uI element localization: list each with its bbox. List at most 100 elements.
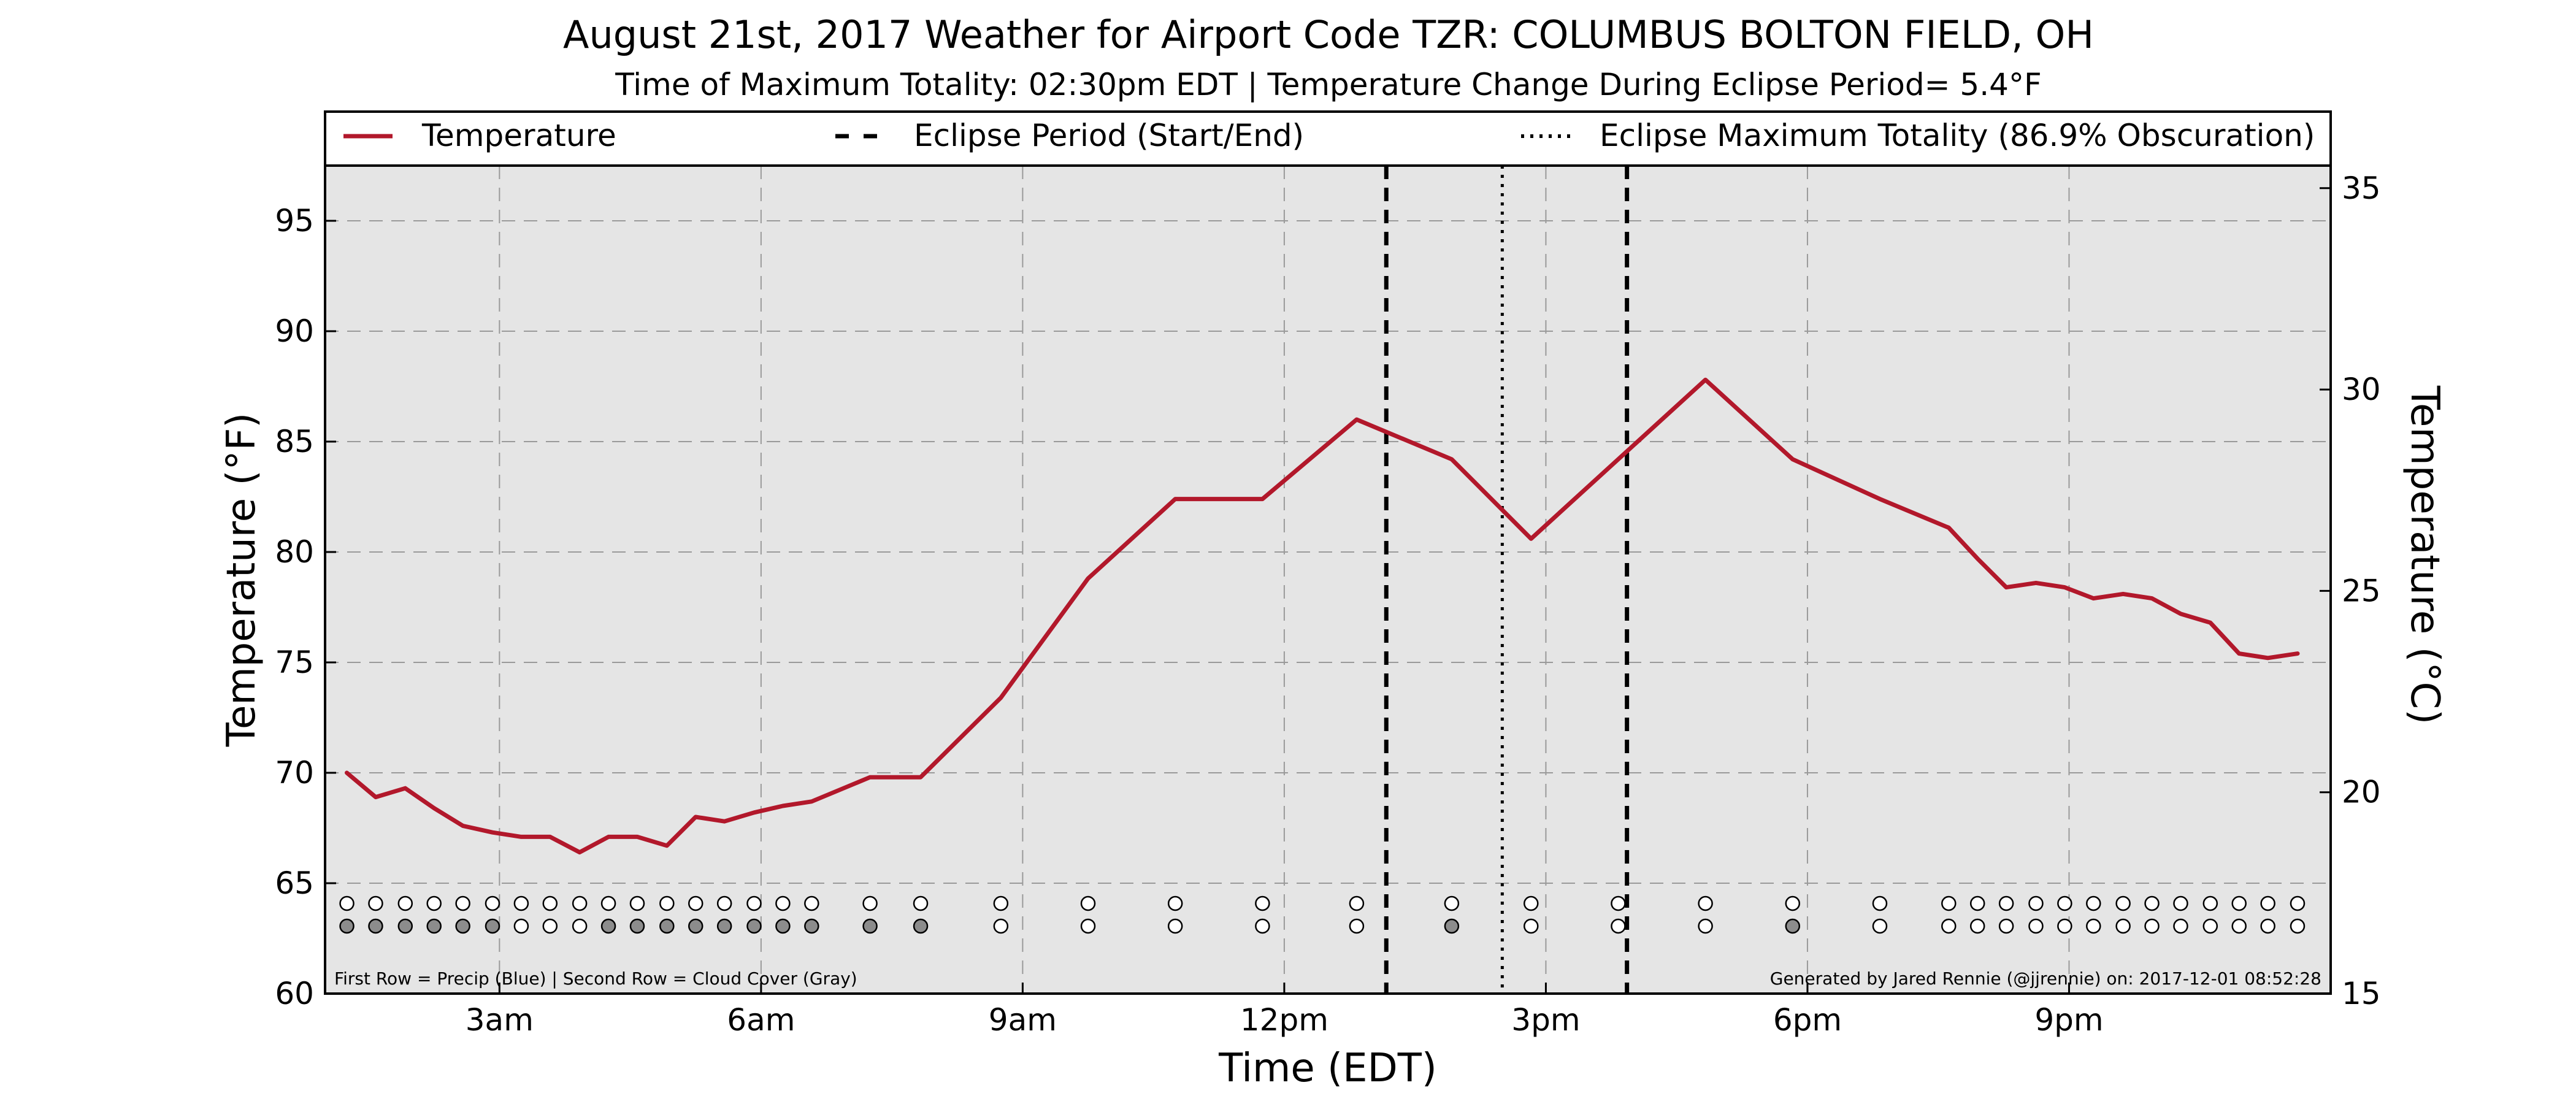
cloud-marker xyxy=(688,918,703,934)
x-tick-label: 3pm xyxy=(1511,1002,1580,1038)
cloud-marker xyxy=(746,918,762,934)
precip-marker xyxy=(2173,895,2188,911)
y-tick-label-right: 25 xyxy=(2342,573,2381,608)
chart-title: August 21st, 2017 Weather for Airport Co… xyxy=(563,12,2094,57)
cloud-marker xyxy=(1444,918,1460,934)
y-tick-label: 95 xyxy=(275,203,314,239)
series-group xyxy=(345,377,2300,855)
precip-marker xyxy=(804,895,819,911)
precip-marker xyxy=(1998,895,2014,911)
cloud-marker xyxy=(1611,918,1626,934)
precip-marker xyxy=(2202,895,2218,911)
precip-marker xyxy=(485,895,500,911)
x-tick-label: 6pm xyxy=(1773,1002,1842,1038)
precip-marker xyxy=(600,895,616,911)
cloud-marker xyxy=(716,918,732,934)
cloud-marker xyxy=(2028,918,2044,934)
precip-marker xyxy=(426,895,442,911)
precip-marker xyxy=(716,895,732,911)
cloud-marker xyxy=(2144,918,2160,934)
cloud-marker xyxy=(862,918,878,934)
legend-label-eclipse-max: Eclipse Maximum Totality (86.9% Obscurat… xyxy=(1600,118,2315,153)
y-tick-label: 85 xyxy=(275,424,314,459)
precip-marker xyxy=(862,895,878,911)
precip-marker xyxy=(1785,895,1801,911)
y-tick-label-right: 15 xyxy=(2342,976,2381,1011)
precip-marker xyxy=(2028,895,2044,911)
eclipse-lines xyxy=(1384,166,1630,994)
cloud-marker xyxy=(804,918,819,934)
cloud-marker xyxy=(542,918,558,934)
axes: 60 65 70 75 80 85 90 95 15 20 25 30 35 3am 6am 9am 12pm 3… xyxy=(275,171,2380,1038)
cloud-marker xyxy=(913,918,929,934)
precip-marker xyxy=(1611,895,1626,911)
chart-subtitle: Time of Maximum Totality: 02:30pm EDT | … xyxy=(615,67,2041,102)
cloud-marker xyxy=(455,918,470,934)
cloud-marker xyxy=(426,918,442,934)
y-tick-label: 75 xyxy=(275,645,314,680)
cloud-marker xyxy=(1785,918,1801,934)
annotation-right: Generated by Jared Rennie (@jjrennie) on… xyxy=(1770,968,2321,989)
precip-marker xyxy=(1167,895,1183,911)
precip-marker xyxy=(1444,895,1460,911)
cloud-marker xyxy=(2202,918,2218,934)
precip-marker xyxy=(746,895,762,911)
cloud-marker xyxy=(2173,918,2188,934)
legend-label-temperature: Temperature xyxy=(421,118,616,153)
precip-marker xyxy=(2115,895,2131,911)
precip-marker xyxy=(572,895,588,911)
y-tick-label-right: 35 xyxy=(2342,171,2381,206)
precip-marker xyxy=(1969,895,1985,911)
plot-area xyxy=(325,166,2331,994)
precip-marker xyxy=(339,895,355,911)
precip-marker xyxy=(2144,895,2160,911)
cloud-marker xyxy=(2231,918,2247,934)
x-axis-label: Time (EDT) xyxy=(1218,1046,1437,1091)
cloud-marker xyxy=(2057,918,2072,934)
precip-marker xyxy=(368,895,383,911)
cloud-marker xyxy=(1524,918,1539,934)
y-tick-label: 60 xyxy=(275,976,314,1011)
precip-marker xyxy=(1872,895,1888,911)
legend: Temperature Eclipse Period (Start/End) E… xyxy=(343,118,2315,153)
cloud-marker xyxy=(775,918,791,934)
precip-marker xyxy=(629,895,645,911)
precip-marker xyxy=(1941,895,1957,911)
precip-marker xyxy=(2086,895,2101,911)
precip-marker xyxy=(513,895,529,911)
precip-marker xyxy=(775,895,791,911)
cloud-marker xyxy=(629,918,645,934)
cloud-marker xyxy=(1998,918,2014,934)
cloud-marker xyxy=(397,918,413,934)
cloud-marker xyxy=(2115,918,2131,934)
cloud-marker xyxy=(485,918,500,934)
cloud-marker xyxy=(1349,918,1365,934)
cloud-marker xyxy=(513,918,529,934)
cloud-marker xyxy=(1872,918,1888,934)
x-tick-label: 9pm xyxy=(2034,1002,2103,1038)
precip-marker xyxy=(1255,895,1270,911)
precip-marker xyxy=(455,895,470,911)
y-tick-label: 80 xyxy=(275,534,314,570)
cloud-marker xyxy=(1255,918,1270,934)
y-tick-label: 65 xyxy=(275,865,314,901)
marker-rows xyxy=(339,895,2306,934)
precip-marker xyxy=(993,895,1009,911)
cloud-marker xyxy=(368,918,383,934)
precip-marker xyxy=(2260,895,2275,911)
cloud-marker xyxy=(1969,918,1985,934)
precip-marker xyxy=(1080,895,1096,911)
cloud-marker xyxy=(572,918,588,934)
precip-marker xyxy=(1698,895,1713,911)
cloud-marker xyxy=(1698,918,1713,934)
cloud-marker xyxy=(600,918,616,934)
annotation-left: First Row = Precip (Blue) | Second Row =… xyxy=(334,968,857,989)
y-axis-label: Temperature (°F) xyxy=(219,413,264,748)
cloud-marker xyxy=(1080,918,1096,934)
cloud-marker xyxy=(659,918,675,934)
y-axis-label-right: Temperature (°C) xyxy=(2402,385,2447,724)
precip-marker xyxy=(2057,895,2072,911)
precip-marker xyxy=(913,895,929,911)
temperature-line xyxy=(345,377,2300,855)
